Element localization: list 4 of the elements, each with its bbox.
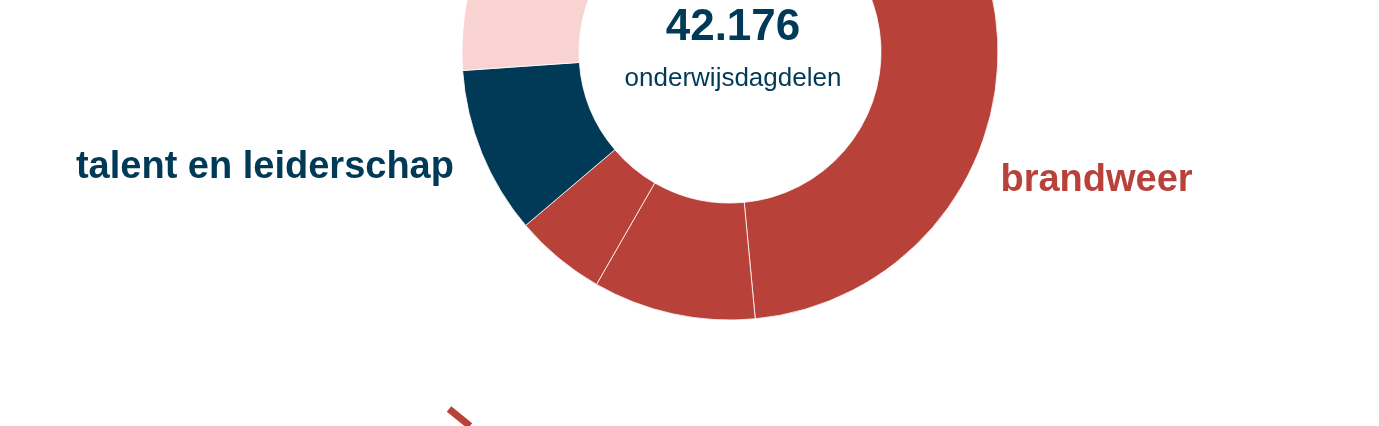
chart-title: 42.176 [665,0,801,49]
slice-label: brandweer [1000,157,1193,200]
slice-label: talent en leiderschap [75,144,454,187]
text: onderwijsdagdelen [624,62,842,92]
